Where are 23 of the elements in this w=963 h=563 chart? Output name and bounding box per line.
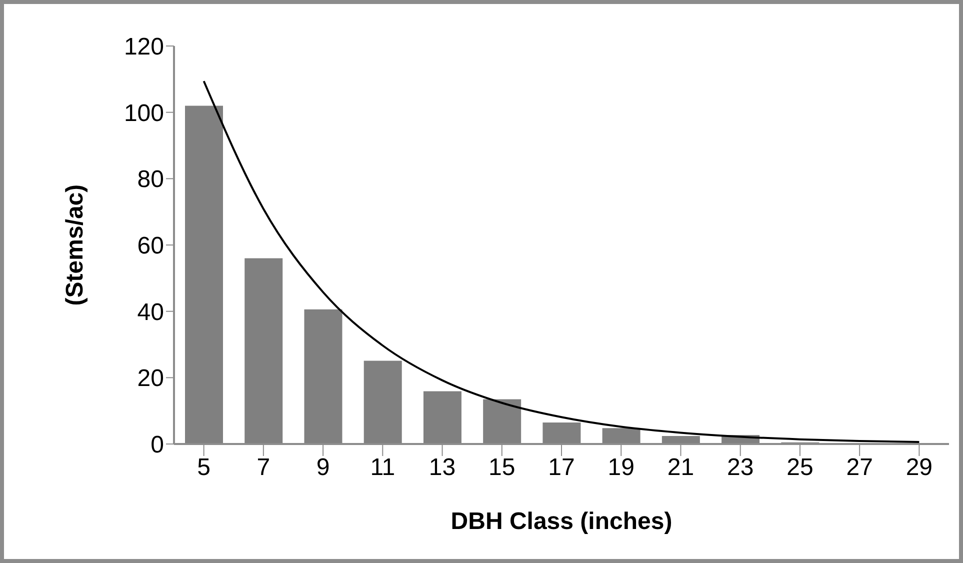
y-axis-title: (Stems/ac) (62, 184, 89, 306)
y-tick-label: 80 (137, 166, 164, 194)
x-tick-label: 15 (488, 454, 516, 482)
line-series (202, 80, 920, 444)
x-tick-label: 29 (906, 454, 933, 482)
x-axis-title: DBH Class (inches) (450, 508, 672, 535)
x-tick-label: 25 (786, 454, 814, 482)
y-tick-label: 0 (150, 432, 164, 459)
x-tick-label: 5 (197, 454, 210, 482)
x-tick-label: 23 (726, 454, 754, 482)
x-tick-label: 7 (256, 454, 270, 482)
x-tick-label: 19 (608, 454, 634, 482)
x-tick-label: 13 (428, 454, 456, 482)
x-tick-label: 27 (846, 454, 873, 482)
x-tick-label: 9 (316, 454, 330, 482)
x-tick-label: 17 (548, 454, 575, 482)
y-tick-label: 60 (137, 232, 164, 260)
x-tick-label: 11 (370, 454, 396, 482)
y-tick-label: 40 (137, 298, 164, 326)
x-tick-label: 21 (667, 454, 694, 482)
y-tick-label: 120 (124, 34, 164, 61)
y-tick-label: 20 (137, 365, 164, 392)
y-tick-label: 100 (124, 100, 164, 127)
